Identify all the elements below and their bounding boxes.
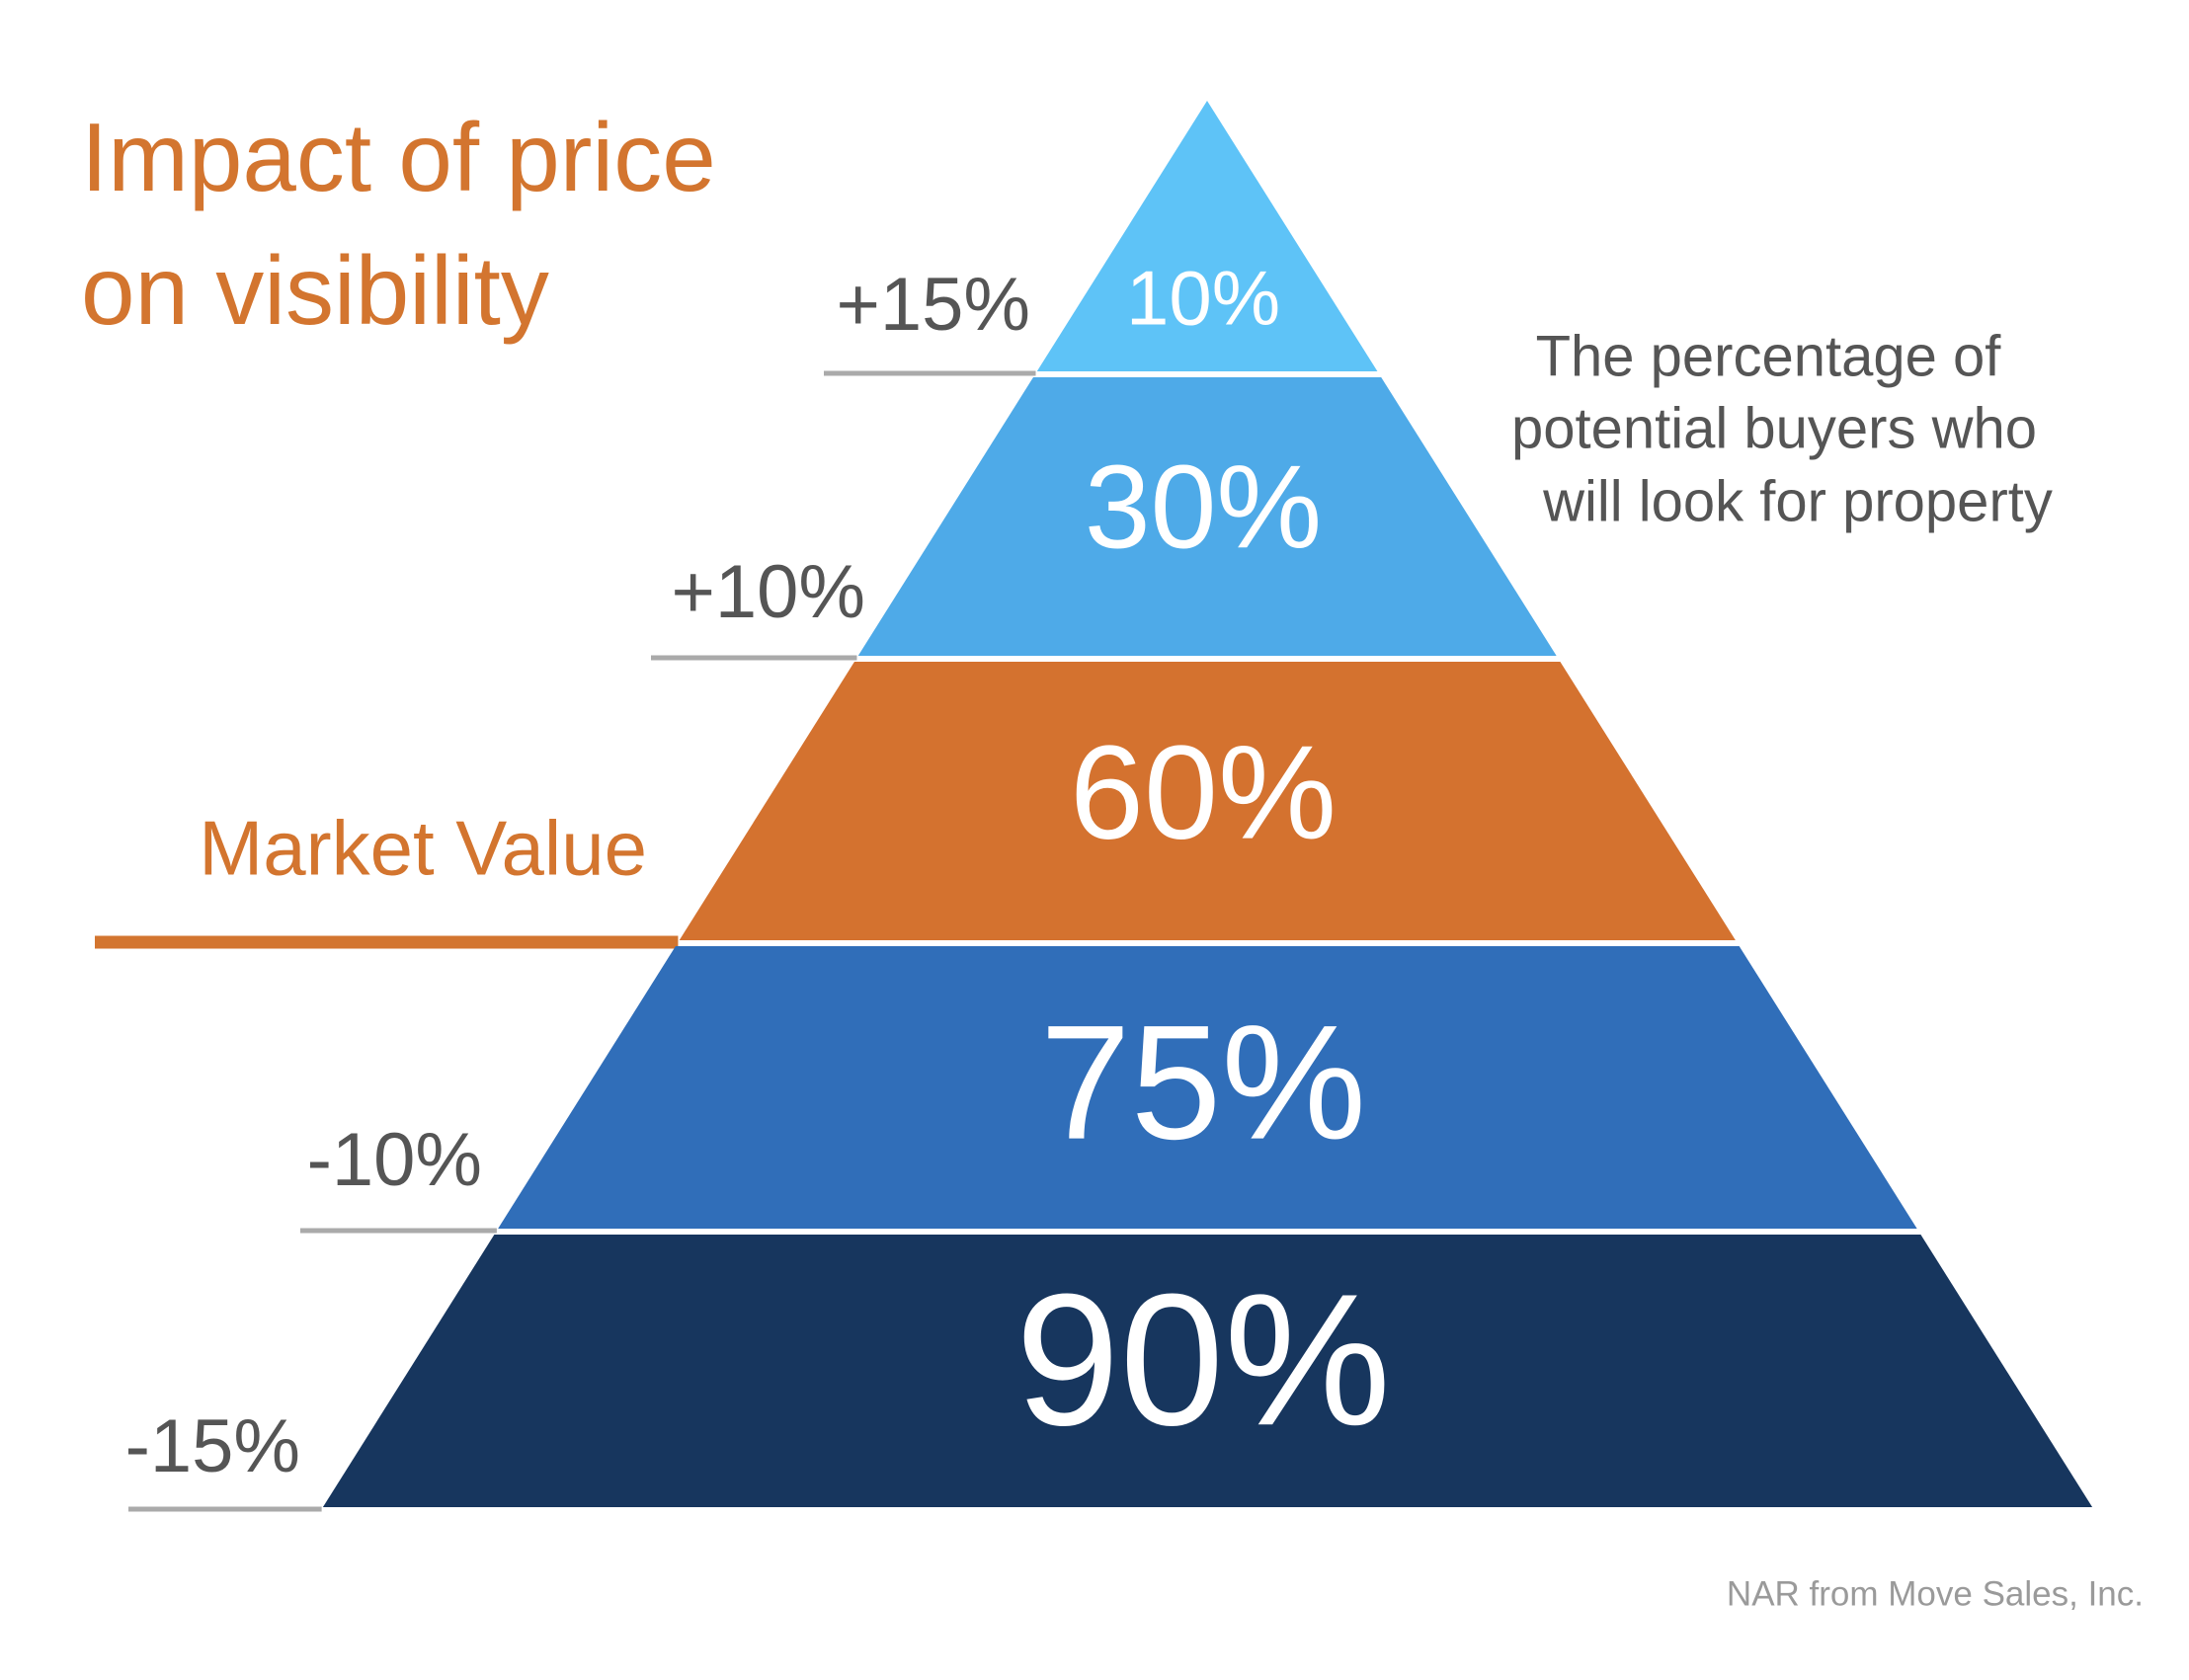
note-line: The percentage of: [1536, 324, 2002, 388]
level-share: 75%: [1040, 992, 1366, 1173]
pyramid-level: [1036, 101, 1378, 371]
pyramid-level: [322, 1235, 2093, 1507]
level-share: 10%: [1126, 255, 1280, 342]
note-line: will look for property: [1542, 469, 2053, 533]
note-line: potential buyers who: [1511, 396, 2037, 460]
pyramid-level: [679, 662, 1736, 940]
title-line: on visibility: [81, 236, 549, 345]
price-label: +15%: [837, 263, 1031, 347]
source: NAR from Move Sales, Inc.: [1727, 1574, 2144, 1613]
level-share: 60%: [1070, 718, 1337, 867]
level-share: 30%: [1085, 441, 1322, 574]
level-share: 90%: [1015, 1255, 1391, 1465]
price-label: -15%: [125, 1404, 300, 1488]
price-label: Market Value: [199, 805, 647, 892]
title-line: Impact of price: [81, 103, 716, 211]
price-label: -10%: [307, 1118, 482, 1202]
price-label: +10%: [672, 550, 866, 634]
pyramid-level: [498, 946, 1917, 1229]
pyramid-level: [857, 377, 1557, 656]
